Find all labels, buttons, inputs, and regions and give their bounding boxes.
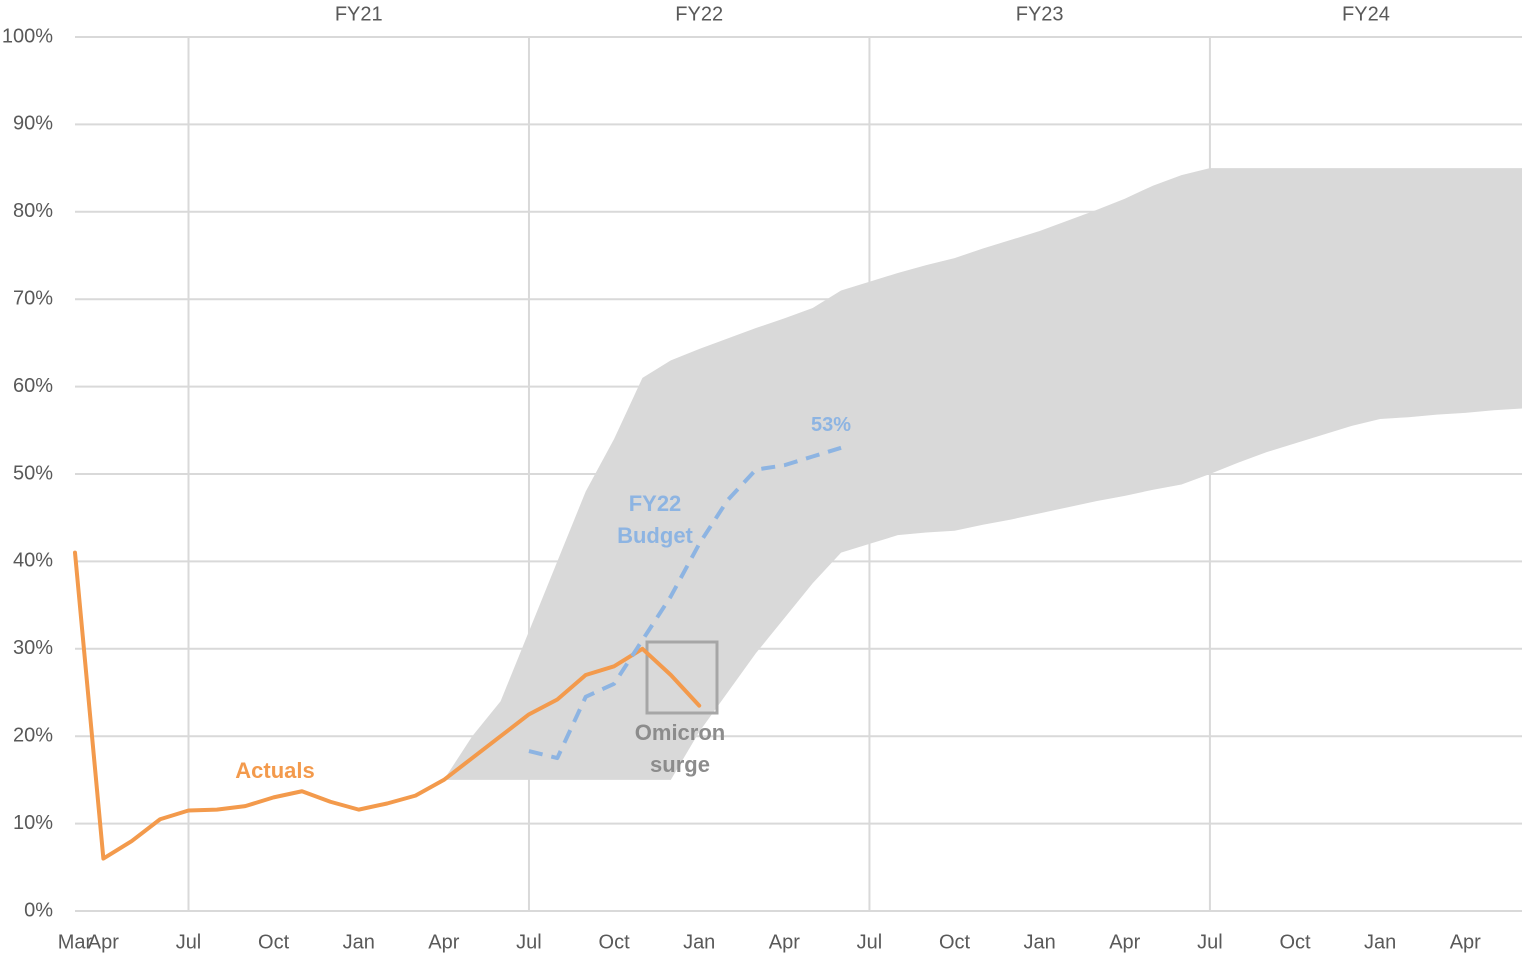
omicron-box (645, 640, 719, 715)
y-tick-label: 70% (13, 287, 53, 309)
value-label: 53% (811, 414, 851, 436)
y-tick-label: 90% (13, 113, 53, 135)
y-tick-label: 0% (24, 899, 53, 921)
series-label: Actuals (235, 758, 314, 783)
x-tick-label: Oct (258, 931, 290, 953)
y-tick-label: 60% (13, 375, 53, 397)
x-tick-label: Jul (516, 931, 542, 953)
x-tick-label: Jul (1197, 931, 1223, 953)
x-tick-label: Apr (428, 931, 459, 953)
x-tick-label: Jan (1024, 931, 1056, 953)
x-tick-label: Apr (88, 931, 119, 953)
x-tick-label: Jan (683, 931, 715, 953)
fiscal-year-label: FY24 (1342, 3, 1390, 25)
x-tick-label: Jul (176, 931, 202, 953)
fiscal-year-label: FY23 (1016, 3, 1064, 25)
x-tick-label: Apr (769, 931, 800, 953)
x-tick-label: Apr (1450, 931, 1481, 953)
series-line (528, 445, 842, 761)
y-tick-label: 50% (13, 462, 53, 484)
y-tick-label: 100% (2, 25, 53, 47)
x-tick-label: Mar (58, 931, 93, 953)
x-tick-label: Jul (857, 931, 883, 953)
fiscal-year-label: FY21 (335, 3, 383, 25)
x-tick-label: Oct (599, 931, 631, 953)
range-band (443, 168, 1522, 780)
x-tick-label: Apr (1109, 931, 1140, 953)
x-tick-label: Oct (1279, 931, 1311, 953)
y-tick-label: 10% (13, 812, 53, 834)
x-tick-label: Oct (939, 931, 971, 953)
x-tick-label: Jan (1364, 931, 1396, 953)
y-tick-label: 80% (13, 200, 53, 222)
y-tick-label: 40% (13, 550, 53, 572)
series-line (73, 550, 702, 861)
y-tick-label: 20% (13, 724, 53, 746)
y-tick-label: 30% (13, 637, 53, 659)
fiscal-year-label: FY22 (675, 3, 723, 25)
series-label: FY22 Budget (617, 491, 693, 548)
annotation: Omicron surge (635, 720, 725, 777)
x-tick-label: Jan (343, 931, 375, 953)
